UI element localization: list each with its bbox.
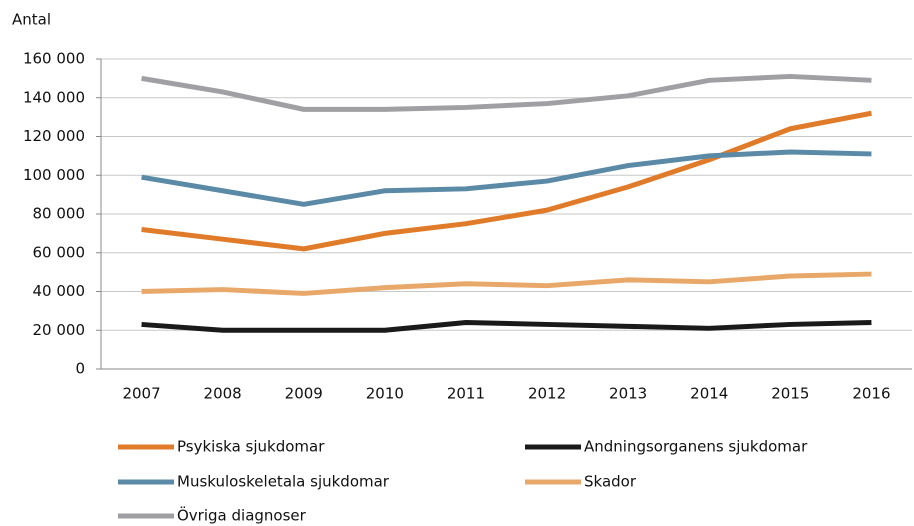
x-tick-label: 2011: [447, 385, 485, 403]
y-tick-label: 140 000: [23, 88, 85, 106]
x-tick-label: 2008: [204, 385, 242, 403]
x-tick-label: 2010: [366, 385, 404, 403]
legend-label: Psykiska sjukdomar: [177, 438, 325, 456]
x-tick-label: 2009: [285, 385, 323, 403]
y-tick-label: 20 000: [33, 321, 86, 339]
series-line: [141, 271, 872, 296]
x-tick-label: 2007: [122, 385, 160, 403]
series-line: [141, 320, 872, 333]
series-line: [141, 73, 872, 112]
y-tick-label: 40 000: [33, 282, 86, 300]
legend-label: Andningsorganens sjukdomar: [584, 438, 808, 456]
series-line: [141, 110, 872, 252]
y-tick-label: 60 000: [33, 243, 86, 261]
x-tick-label: 2015: [771, 385, 809, 403]
x-tick-label: 2014: [690, 385, 728, 403]
y-tick-label: 160 000: [23, 50, 85, 68]
legend-label: Övriga diagnoser: [177, 506, 307, 525]
series-line: [141, 149, 872, 207]
y-tick-label: 80 000: [33, 205, 86, 223]
y-tick-label: 120 000: [23, 127, 85, 145]
x-tick-label: 2016: [852, 385, 890, 403]
legend-label: Skador: [584, 473, 637, 491]
x-tick-label: 2013: [609, 385, 647, 403]
y-tick-label: 0: [75, 360, 85, 378]
y-axis-label: Antal: [12, 11, 51, 29]
legend-label: Muskuloskeletala sjukdomar: [177, 473, 390, 491]
x-tick-label: 2012: [528, 385, 566, 403]
y-tick-label: 100 000: [23, 166, 85, 184]
